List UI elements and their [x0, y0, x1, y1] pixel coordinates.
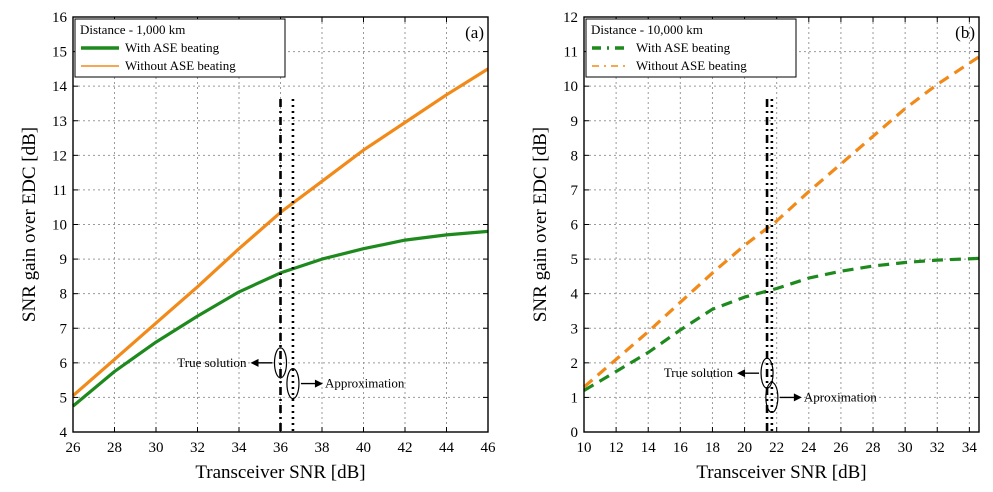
- x-tick-label: 20: [737, 440, 752, 456]
- y-tick-label: 4: [60, 425, 68, 441]
- y-tick-label: 14: [52, 79, 68, 95]
- x-tick-label: 26: [833, 440, 849, 456]
- x-axis-title: Transceiver SNR [dB]: [195, 462, 365, 483]
- y-tick-label: 7: [571, 183, 579, 199]
- panel-b: 10 12 14 16 18 20 22 24 26 28 30 32 3401234567891011…: [530, 10, 980, 483]
- plot-frame: [72, 16, 489, 433]
- annotation-ellipse: [286, 367, 300, 400]
- annotation-ellipse: [765, 381, 779, 414]
- plot-frame: [583, 16, 980, 433]
- series-line-with-ase-beating: [71, 229, 489, 408]
- y-tick-label: 7: [60, 321, 68, 337]
- x-tick-label: 30: [898, 440, 913, 456]
- annotation-arrow-head: [314, 379, 323, 388]
- annotation-text: True solution: [177, 355, 247, 370]
- y-axis-title: SNR gain over EDC [dB]: [19, 127, 40, 322]
- y-tick-label: 6: [571, 218, 579, 234]
- y-tick-label: 16: [52, 10, 68, 26]
- x-tick-label: 38: [315, 440, 330, 456]
- y-tick-label: 10: [52, 218, 67, 234]
- y-tick-label: 13: [52, 114, 67, 130]
- legend-entry: Without ASE beating: [125, 58, 236, 73]
- x-axis-title: Transceiver SNR [dB]: [696, 462, 866, 483]
- x-tick-label: 18: [705, 440, 720, 456]
- x-tick-label: 14: [641, 440, 657, 456]
- y-tick-label: 8: [571, 148, 579, 164]
- x-tick-label: 22: [769, 440, 784, 456]
- x-tick-label: 40: [356, 440, 371, 456]
- x-tick-label: 42: [398, 440, 413, 456]
- x-tick-label: 34: [232, 440, 248, 456]
- y-tick-label: 8: [60, 287, 68, 303]
- y-tick-label: 11: [53, 183, 67, 199]
- series-line-with-ase-beating: [583, 256, 980, 392]
- x-tick-label: 32: [930, 440, 945, 456]
- legend-box: [585, 18, 797, 78]
- y-tick-label: 9: [571, 114, 579, 130]
- annotation-text: Aproximation: [804, 389, 877, 404]
- x-tick-label: 30: [149, 440, 164, 456]
- y-tick-label: 12: [52, 148, 67, 164]
- annotation-text: True solution: [664, 365, 734, 380]
- panel-label: (a): [465, 23, 484, 42]
- y-tick-label: 5: [60, 390, 68, 406]
- legend-title: Distance - 1,000 km: [80, 22, 185, 37]
- legend-entry: With ASE beating: [636, 40, 731, 55]
- annotation-ellipse: [273, 347, 288, 379]
- y-tick-label: 3: [571, 321, 579, 337]
- legend-entry: Without ASE beating: [636, 58, 747, 73]
- x-tick-label: 36: [273, 440, 289, 456]
- annotation-arrow-head: [250, 358, 259, 367]
- y-tick-label: 1: [571, 390, 579, 406]
- x-tick-label: 12: [609, 440, 624, 456]
- y-tick-label: 15: [52, 45, 67, 61]
- y-tick-label: 11: [564, 45, 578, 61]
- y-tick-label: 10: [563, 79, 578, 95]
- x-tick-label: 26: [66, 440, 82, 456]
- legend-title: Distance - 10,000 km: [591, 22, 703, 37]
- y-axis-title: SNR gain over EDC [dB]: [530, 127, 551, 322]
- panel-label: (b): [955, 23, 975, 42]
- annotation-text: Approximation: [325, 376, 405, 391]
- x-tick-label: 32: [190, 440, 205, 456]
- y-tick-label: 4: [571, 287, 579, 303]
- y-tick-label: 12: [563, 10, 578, 26]
- series-line-without-ase-beating: [582, 55, 980, 389]
- x-tick-label: 28: [107, 440, 122, 456]
- y-tick-label: 9: [60, 252, 68, 268]
- y-tick-label: 2: [571, 356, 579, 372]
- y-tick-label: 5: [571, 252, 579, 268]
- x-tick-label: 10: [577, 440, 592, 456]
- x-tick-label: 46: [481, 440, 497, 456]
- legend-entry: With ASE beating: [125, 40, 220, 55]
- x-tick-label: 44: [439, 440, 455, 456]
- y-tick-label: 6: [60, 356, 68, 372]
- x-tick-label: 24: [801, 440, 817, 456]
- y-tick-label: 0: [571, 425, 579, 441]
- x-tick-label: 28: [866, 440, 881, 456]
- x-tick-label: 16: [673, 440, 689, 456]
- x-tick-label: 34: [962, 440, 978, 456]
- panel-a: 26 28 30 32 34 36 38 40 42 44 46 4 5 6 7 8 9 10 11 12 13 14 15…: [19, 10, 496, 483]
- annotation-arrow-head: [737, 369, 746, 378]
- annotation-arrow-head: [793, 393, 802, 402]
